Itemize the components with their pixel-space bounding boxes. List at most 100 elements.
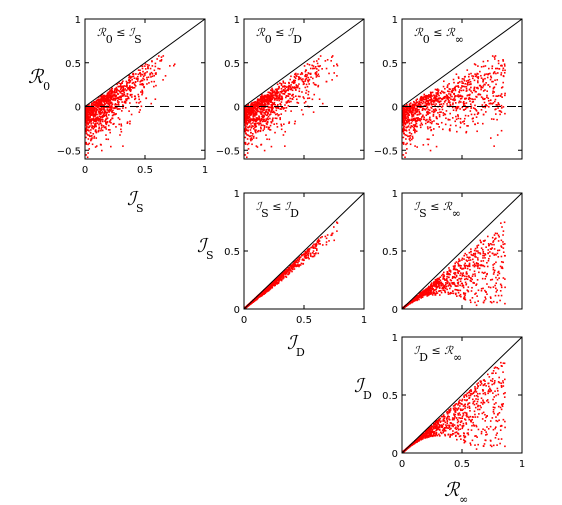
- data-point: [265, 288, 268, 290]
- data-point: [444, 113, 447, 116]
- data-point: [439, 279, 442, 282]
- data-point: [441, 105, 444, 107]
- data-point: [260, 108, 263, 110]
- data-point: [437, 92, 439, 95]
- data-point: [454, 89, 457, 92]
- data-point: [298, 90, 301, 93]
- data-point: [494, 98, 497, 101]
- data-point: [425, 97, 427, 99]
- data-point: [255, 137, 258, 139]
- data-point: [408, 138, 411, 140]
- data-point: [469, 268, 471, 271]
- data-point: [303, 252, 305, 255]
- data-point: [137, 69, 140, 71]
- data-point: [447, 98, 449, 101]
- data-point: [288, 267, 290, 269]
- data-point: [465, 277, 468, 280]
- data-point: [162, 55, 165, 57]
- data-point: [252, 114, 255, 117]
- data-point: [500, 111, 503, 113]
- data-point: [110, 108, 112, 111]
- data-point: [493, 269, 496, 272]
- data-point: [254, 119, 257, 121]
- data-point: [444, 87, 446, 90]
- data-point: [100, 101, 103, 104]
- data-point: [151, 73, 154, 75]
- data-point: [304, 257, 307, 259]
- data-point: [283, 86, 286, 88]
- data-point: [266, 94, 269, 96]
- data-point: [173, 64, 175, 67]
- data-point: [97, 120, 100, 122]
- data-point: [306, 85, 309, 88]
- data-point: [249, 119, 251, 122]
- data-point: [244, 124, 246, 126]
- data-point: [86, 156, 89, 159]
- data-point: [139, 69, 141, 72]
- data-point: [155, 84, 157, 87]
- data-point: [273, 111, 275, 114]
- data-point: [106, 94, 109, 96]
- data-point: [274, 113, 277, 116]
- data-point: [304, 80, 307, 82]
- data-point: [307, 90, 310, 93]
- y-axis-label: ℐS: [197, 235, 213, 262]
- data-point: [449, 279, 452, 281]
- data-point: [473, 63, 476, 65]
- data-point: [435, 94, 437, 96]
- data-point: [120, 125, 123, 127]
- data-point: [100, 102, 102, 105]
- data-point: [150, 80, 153, 83]
- data-point: [472, 98, 474, 101]
- data-point: [298, 257, 301, 260]
- data-point: [439, 104, 441, 106]
- data-point: [451, 277, 454, 280]
- data-point: [491, 243, 493, 246]
- data-point: [321, 68, 323, 70]
- data-point: [475, 262, 478, 265]
- data-point: [268, 91, 270, 94]
- data-point: [249, 129, 252, 131]
- data-point: [169, 65, 171, 67]
- data-point: [495, 276, 497, 279]
- data-point: [473, 113, 476, 116]
- data-point: [435, 100, 438, 102]
- data-point: [85, 141, 88, 144]
- y-tick-label: 1: [392, 15, 398, 26]
- data-point: [142, 75, 145, 78]
- data-point: [480, 247, 483, 249]
- data-point: [285, 85, 287, 88]
- data-point: [85, 115, 87, 118]
- data-point: [91, 126, 93, 129]
- data-point: [258, 294, 261, 297]
- data-point: [251, 112, 253, 115]
- data-point: [412, 103, 414, 106]
- data-point: [250, 106, 252, 109]
- data-point: [457, 77, 460, 79]
- data-point: [266, 113, 269, 116]
- data-point: [110, 92, 113, 95]
- data-point: [496, 232, 499, 235]
- data-point: [99, 100, 101, 102]
- data-point: [402, 141, 405, 144]
- data-point: [265, 96, 267, 98]
- data-point: [94, 113, 97, 116]
- data-point: [416, 107, 418, 110]
- data-point: [249, 121, 252, 123]
- data-point: [427, 108, 430, 111]
- data-point: [253, 122, 256, 125]
- diagonal-line: [243, 192, 365, 310]
- data-point: [275, 280, 278, 282]
- data-point: [93, 114, 96, 116]
- data-point: [501, 65, 503, 67]
- data-point: [459, 280, 462, 283]
- data-point: [96, 101, 99, 104]
- data-point: [251, 108, 253, 110]
- data-point: [496, 104, 498, 106]
- data-point: [307, 80, 310, 83]
- data-point: [246, 134, 248, 136]
- data-point: [414, 129, 417, 131]
- data-point: [404, 105, 406, 107]
- data-point: [105, 94, 108, 97]
- data-point: [251, 134, 253, 137]
